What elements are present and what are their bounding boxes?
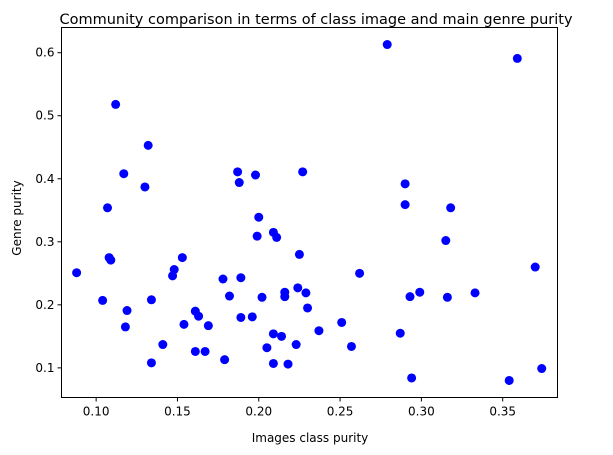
data-point bbox=[111, 99, 121, 109]
data-point bbox=[236, 273, 246, 283]
data-point bbox=[236, 312, 246, 322]
data-point bbox=[446, 203, 456, 213]
data-point bbox=[233, 167, 243, 177]
data-point bbox=[400, 179, 410, 189]
data-point bbox=[301, 288, 311, 298]
data-point bbox=[280, 292, 290, 302]
x-tick-label: 0.10 bbox=[83, 405, 110, 419]
data-point bbox=[72, 268, 82, 278]
x-axis-ticks: 0.10 0.15 0.20 0.25 0.30 0.35 bbox=[83, 397, 516, 419]
data-point bbox=[268, 358, 278, 368]
data-point bbox=[119, 169, 129, 179]
data-point bbox=[405, 292, 415, 302]
data-point bbox=[179, 319, 189, 329]
data-point bbox=[146, 358, 156, 368]
data-point bbox=[415, 287, 425, 297]
data-point bbox=[407, 373, 417, 383]
data-point bbox=[291, 340, 301, 350]
data-point bbox=[252, 231, 262, 241]
data-point bbox=[314, 326, 324, 336]
data-point bbox=[262, 343, 272, 353]
data-point bbox=[177, 253, 187, 263]
data-point bbox=[283, 359, 293, 369]
data-point bbox=[200, 346, 210, 356]
data-point bbox=[122, 306, 132, 316]
data-point bbox=[382, 40, 392, 50]
data-point bbox=[512, 53, 522, 63]
chart-title: Community comparison in terms of class i… bbox=[59, 12, 572, 28]
data-point bbox=[247, 312, 257, 322]
data-point bbox=[251, 170, 261, 180]
plot-frame bbox=[61, 27, 558, 398]
points-layer bbox=[72, 40, 547, 385]
y-tick-label: 0.3 bbox=[35, 235, 54, 249]
data-point bbox=[293, 283, 303, 293]
data-point bbox=[140, 182, 150, 192]
data-point bbox=[400, 200, 410, 210]
x-tick-label: 0.25 bbox=[327, 405, 354, 419]
data-point bbox=[441, 236, 451, 246]
data-point bbox=[98, 295, 108, 305]
data-point bbox=[169, 265, 179, 275]
y-axis-ticks: 0.1 0.2 0.3 0.4 0.5 0.6 bbox=[35, 46, 62, 375]
data-point bbox=[395, 328, 405, 338]
y-tick-label: 0.4 bbox=[35, 172, 54, 186]
data-point bbox=[218, 274, 228, 284]
y-tick-label: 0.5 bbox=[35, 109, 54, 123]
data-point bbox=[537, 364, 547, 374]
data-point bbox=[143, 140, 153, 150]
data-point bbox=[257, 292, 267, 302]
data-point bbox=[337, 317, 347, 327]
data-point bbox=[220, 355, 230, 365]
data-point bbox=[234, 178, 244, 188]
data-point bbox=[346, 341, 356, 351]
data-point bbox=[203, 321, 213, 331]
data-point bbox=[120, 322, 130, 332]
x-tick-label: 0.20 bbox=[245, 405, 272, 419]
x-tick-label: 0.15 bbox=[164, 405, 191, 419]
data-point bbox=[190, 346, 200, 356]
data-point bbox=[470, 288, 480, 298]
data-point bbox=[294, 249, 304, 259]
x-tick-label: 0.35 bbox=[489, 405, 516, 419]
data-point bbox=[106, 255, 116, 265]
data-point bbox=[504, 375, 514, 385]
data-point bbox=[530, 262, 540, 272]
data-point bbox=[303, 303, 313, 313]
data-point bbox=[268, 329, 278, 339]
data-point bbox=[277, 331, 287, 341]
y-tick-label: 0.6 bbox=[35, 46, 54, 60]
x-axis-label: Images class purity bbox=[252, 431, 369, 445]
data-point bbox=[355, 268, 365, 278]
x-tick-label: 0.30 bbox=[408, 405, 435, 419]
data-point bbox=[158, 340, 168, 350]
data-point bbox=[298, 167, 308, 177]
data-point bbox=[254, 212, 264, 222]
data-point bbox=[442, 292, 452, 302]
data-point bbox=[224, 291, 234, 301]
y-tick-label: 0.1 bbox=[35, 361, 54, 375]
y-tick-label: 0.2 bbox=[35, 298, 54, 312]
y-axis-label: Genre purity bbox=[10, 180, 24, 255]
data-point bbox=[272, 232, 282, 242]
data-point bbox=[194, 311, 204, 321]
data-point bbox=[146, 295, 156, 305]
data-point bbox=[103, 203, 113, 213]
